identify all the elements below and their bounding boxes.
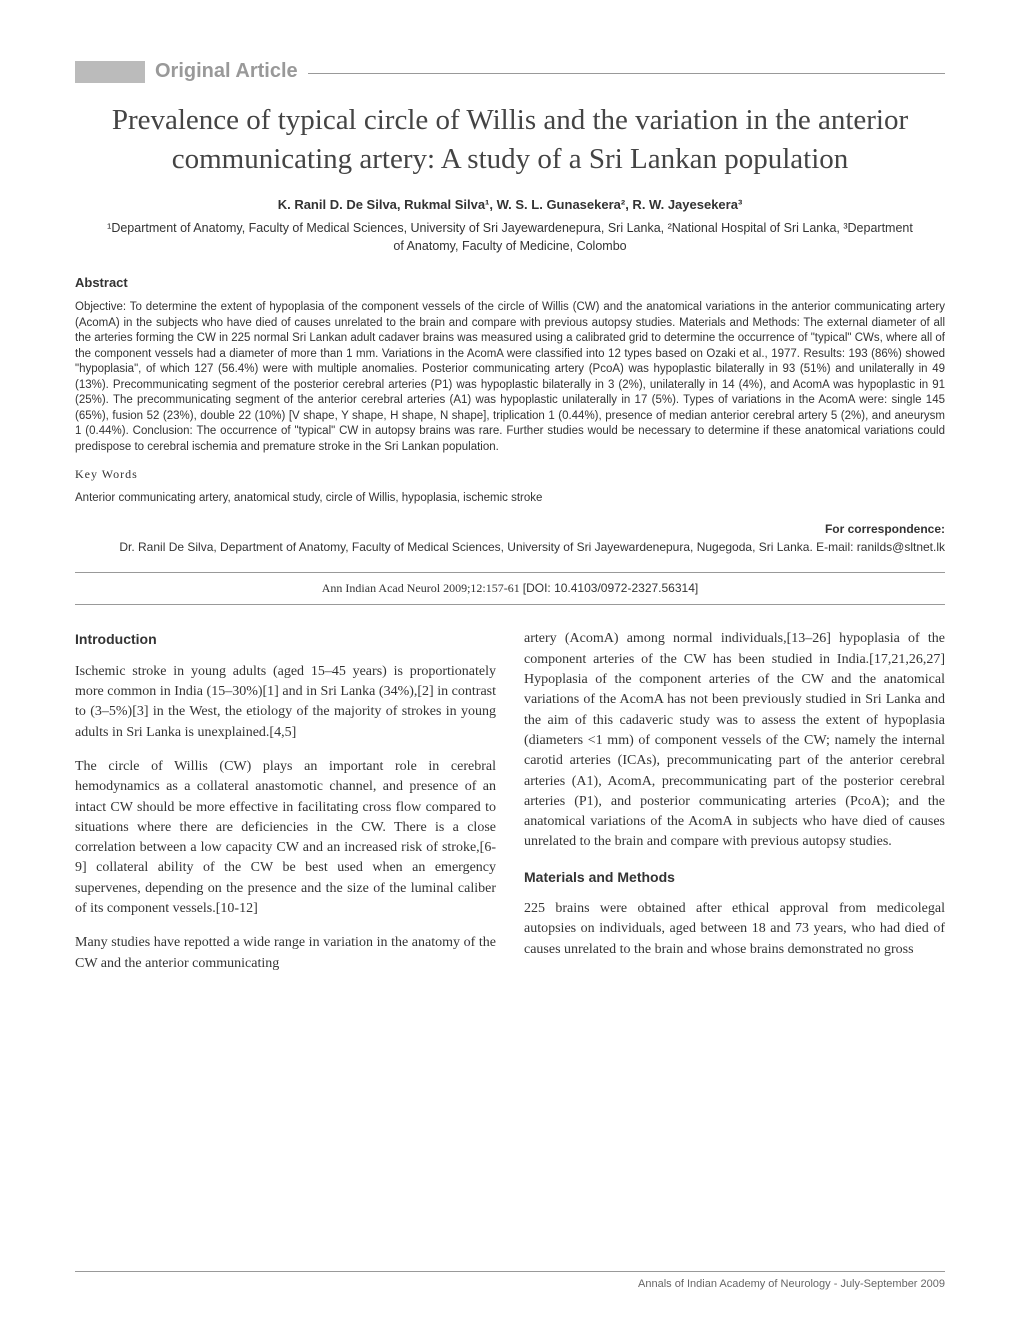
abstract-heading: Abstract bbox=[75, 275, 945, 290]
citation-text: Ann Indian Acad Neurol 2009;12:157-61 bbox=[322, 581, 520, 595]
correspondence-label: For correspondence: bbox=[825, 522, 945, 536]
abstract-text: Objective: To determine the extent of hy… bbox=[75, 300, 945, 455]
intro-paragraph-3: Many studies have repotted a wide range … bbox=[75, 933, 496, 974]
body-columns: Introduction Ischemic stroke in young ad… bbox=[75, 629, 945, 987]
affiliations: ¹Department of Anatomy, Faculty of Medic… bbox=[105, 220, 915, 255]
citation-line: Ann Indian Acad Neurol 2009;12:157-61 [D… bbox=[75, 572, 945, 605]
article-type-block bbox=[75, 61, 145, 83]
left-column: Introduction Ischemic stroke in young ad… bbox=[75, 629, 496, 987]
intro-paragraph-2: The circle of Willis (CW) plays an impor… bbox=[75, 757, 496, 919]
keywords-heading: Key Words bbox=[75, 467, 945, 482]
doi-text: [DOI: 10.4103/0972-2327.56314] bbox=[523, 581, 698, 595]
article-type-rule bbox=[308, 73, 945, 74]
introduction-heading: Introduction bbox=[75, 629, 496, 649]
correspondence-text: Dr. Ranil De Silva, Department of Anatom… bbox=[119, 540, 945, 554]
article-type-bar: Original Article bbox=[75, 60, 945, 83]
intro-paragraph-1: Ischemic stroke in young adults (aged 15… bbox=[75, 662, 496, 743]
col2-paragraph-1: artery (AcomA) among normal individuals,… bbox=[524, 629, 945, 852]
page-footer: Annals of Indian Academy of Neurology - … bbox=[75, 1271, 945, 1290]
methods-heading: Materials and Methods bbox=[524, 867, 945, 887]
methods-paragraph-1: 225 brains were obtained after ethical a… bbox=[524, 899, 945, 960]
correspondence-block: For correspondence: Dr. Ranil De Silva, … bbox=[75, 520, 945, 556]
authors-line: K. Ranil D. De Silva, Rukmal Silva¹, W. … bbox=[75, 197, 945, 212]
right-column: artery (AcomA) among normal individuals,… bbox=[524, 629, 945, 987]
footer-text: Annals of Indian Academy of Neurology - … bbox=[638, 1278, 945, 1290]
article-type-label: Original Article bbox=[155, 60, 298, 83]
keywords-text: Anterior communicating artery, anatomica… bbox=[75, 492, 945, 504]
article-title: Prevalence of typical circle of Willis a… bbox=[95, 101, 925, 179]
